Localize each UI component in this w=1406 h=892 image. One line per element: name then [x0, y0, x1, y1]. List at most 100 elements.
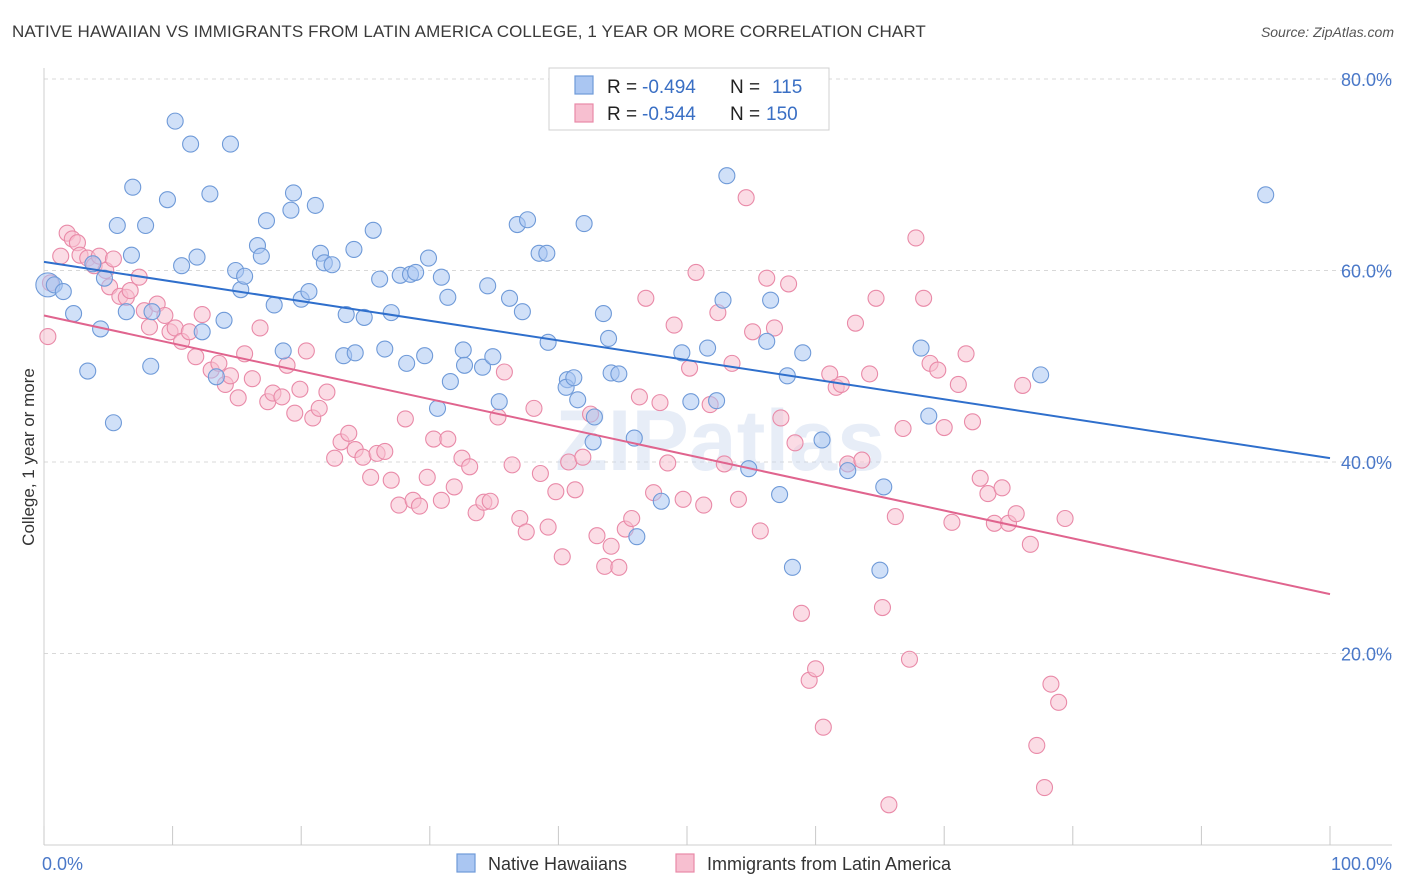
bottom-legend-swatch-pink — [675, 853, 695, 873]
latin-america-point — [765, 319, 783, 337]
native-hawaiian-point — [699, 339, 717, 357]
latin-america-point — [630, 388, 648, 406]
native-hawaiian-point — [355, 308, 373, 326]
latin-america-point — [751, 522, 769, 540]
latin-america-point — [547, 483, 565, 501]
latin-america-point — [1021, 535, 1039, 553]
native-hawaiian-point — [108, 216, 126, 235]
native-hawaiian-point — [762, 291, 780, 309]
latin-america-point — [461, 458, 479, 476]
legend-r-value: -0.544 — [642, 104, 696, 125]
native-hawaiian-point — [166, 112, 184, 130]
correlation-legend: R = -0.494 N = 115 R = -0.544 N = 150 — [548, 67, 830, 131]
native-hawaiian-point — [346, 344, 364, 362]
latin-america-point — [310, 399, 328, 417]
legend-r-value: -0.494 — [642, 77, 696, 98]
native-hawaiian-point — [538, 244, 556, 262]
latin-america-point — [326, 449, 344, 467]
y-tick-labels: 20.0% 40.0% 60.0% 80.0% — [1341, 70, 1392, 665]
latin-america-point — [539, 518, 557, 536]
native-hawaiian-point — [783, 558, 802, 576]
native-hawaiian-point — [652, 492, 670, 510]
latin-america-point — [1042, 675, 1060, 693]
latin-america-point — [780, 275, 798, 293]
y-tick-label: 60.0% — [1341, 262, 1392, 282]
latin-america-point — [900, 650, 919, 668]
native-hawaiian-point — [407, 263, 425, 281]
latin-america-point — [610, 558, 628, 576]
native-hawaiian-point — [565, 369, 583, 387]
native-hawaiian-point — [439, 288, 457, 306]
latin-america-point — [376, 442, 394, 461]
latin-america-point — [786, 434, 804, 452]
native-hawaiian-point — [1032, 366, 1050, 384]
native-hawaiian-point — [282, 201, 300, 219]
native-hawaiian-point — [345, 240, 363, 258]
latin-america-point — [193, 305, 211, 324]
legend-n-label: N = — [730, 77, 760, 98]
latin-america-point — [503, 456, 521, 474]
latin-america-point — [963, 413, 982, 431]
native-hawaiian-point — [455, 356, 474, 374]
native-hawaiian-point — [188, 248, 206, 266]
native-hawaiian-points — [35, 112, 1275, 579]
native-hawaiian-point — [371, 270, 389, 288]
x-tick-label: 100.0% — [1331, 854, 1392, 874]
latin-america-point — [553, 548, 571, 566]
latin-america-point — [1050, 693, 1068, 711]
latin-america-point — [52, 247, 70, 265]
chart-title: NATIVE HAWAIIAN VS IMMIGRANTS FROM LATIN… — [12, 22, 926, 41]
latin-america-point — [886, 508, 904, 526]
latin-america-point — [273, 388, 291, 406]
native-hawaiian-point — [610, 365, 628, 383]
latin-america-point — [382, 471, 400, 489]
native-hawaiian-point — [594, 305, 612, 323]
native-hawaiian-point — [398, 354, 416, 372]
latin-america-point — [318, 383, 336, 401]
native-hawaiian-point — [628, 528, 646, 546]
native-hawaiian-point — [221, 135, 240, 153]
y-tick-label: 20.0% — [1341, 645, 1392, 665]
latin-america-point — [588, 527, 606, 545]
native-hawaiian-point — [143, 303, 161, 321]
native-hawaiian-point — [708, 392, 726, 410]
native-hawaiian-point — [337, 305, 355, 324]
x-tick-label: 0.0% — [42, 854, 83, 874]
native-hawaiian-point — [274, 342, 292, 360]
latin-america-point — [935, 418, 953, 437]
latin-america-point — [880, 796, 898, 814]
latin-america-point — [744, 323, 762, 341]
latin-america-point — [251, 319, 269, 337]
latin-america-point — [814, 718, 832, 736]
bottom-legend-label: Immigrants from Latin America — [707, 854, 952, 874]
latin-america-point — [957, 345, 975, 363]
latin-america-point — [354, 448, 372, 466]
native-hawaiian-point — [201, 185, 219, 203]
native-hawaiian-point — [758, 332, 776, 350]
legend-n-label: N = — [730, 104, 760, 125]
latin-america-point — [418, 468, 436, 486]
native-hawaiian-point — [771, 486, 789, 504]
latin-america-point — [993, 479, 1011, 497]
native-hawaiian-point — [376, 340, 394, 358]
native-hawaiian-point — [794, 344, 812, 362]
latin-america-point — [243, 370, 261, 388]
axes — [43, 68, 1392, 846]
source-credit: Source: ZipAtlas.com — [1260, 24, 1394, 40]
native-hawaiian-point — [173, 257, 191, 275]
latin-america-point — [674, 490, 692, 508]
latin-america-point — [340, 424, 358, 442]
native-hawaiian-point — [539, 333, 557, 351]
trend-lines — [43, 260, 1331, 596]
latin-america-point — [432, 491, 450, 509]
x-tick-labels: 0.0% 100.0% — [42, 854, 1392, 874]
y-tick-label: 80.0% — [1341, 70, 1392, 90]
latin-america-point — [39, 328, 57, 346]
native-hawaiian-point — [122, 246, 140, 264]
native-hawaiian-point — [65, 305, 83, 323]
native-hawaiian-point — [158, 191, 177, 209]
native-hawaiian-point — [215, 311, 233, 329]
latin-america-point — [445, 478, 463, 496]
latin-america-point — [362, 468, 380, 486]
latin-america-point — [943, 513, 961, 531]
